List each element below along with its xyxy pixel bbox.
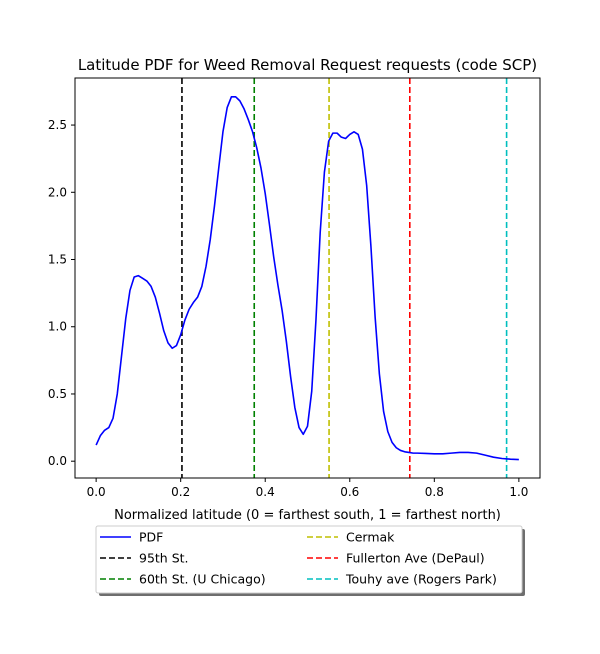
y-tick-label: 0.0 <box>48 454 67 468</box>
x-tick-label: 0.4 <box>256 485 275 499</box>
x-tick-label: 1.0 <box>509 485 528 499</box>
x-tick-label: 0.2 <box>171 485 190 499</box>
legend-entries: PDF 95th St. 60th St. (U Chicago) Cermak Ful… <box>100 530 497 587</box>
x-axis-ticks: 0.0 0.2 0.4 0.6 0.8 1.0 <box>87 478 528 499</box>
legend-label: Fullerton Ave (DePaul) <box>346 551 485 566</box>
x-tick-label: 0.6 <box>340 485 359 499</box>
x-axis-label: Normalized latitude (0 = farthest south,… <box>114 508 501 523</box>
x-tick-label: 0.8 <box>425 485 444 499</box>
axes-frame <box>74 77 541 479</box>
legend-box <box>95 525 523 594</box>
legend-label: Touhy ave (Rogers Park) <box>345 572 497 587</box>
x-tick-label: 0.0 <box>87 485 106 499</box>
legend-label: 60th St. (U Chicago) <box>139 572 266 587</box>
legend: PDF 95th St. 60th St. (U Chicago) Cermak Ful… <box>95 525 525 596</box>
y-tick-label: 1.0 <box>48 320 67 334</box>
y-tick-label: 2.0 <box>48 185 67 199</box>
y-axis-ticks: 0.0 0.5 1.0 1.5 2.0 2.5 <box>48 118 75 468</box>
reference-lines <box>181 78 508 478</box>
y-tick-label: 2.5 <box>48 118 67 132</box>
legend-label: Cermak <box>346 530 395 545</box>
series-line-pdf <box>95 96 519 461</box>
y-tick-label: 1.5 <box>48 253 67 267</box>
chart-title: Latitude PDF for Weed Removal Request re… <box>78 56 537 74</box>
plot-area: 0.0 0.2 0.4 0.6 0.8 1.0 0.0 0.5 1.0 1.5 2.0 2.5 <box>48 77 541 499</box>
legend-label: 95th St. <box>139 551 189 566</box>
series-layer <box>95 96 519 461</box>
y-tick-label: 0.5 <box>48 387 67 401</box>
legend-label: PDF <box>139 530 163 545</box>
